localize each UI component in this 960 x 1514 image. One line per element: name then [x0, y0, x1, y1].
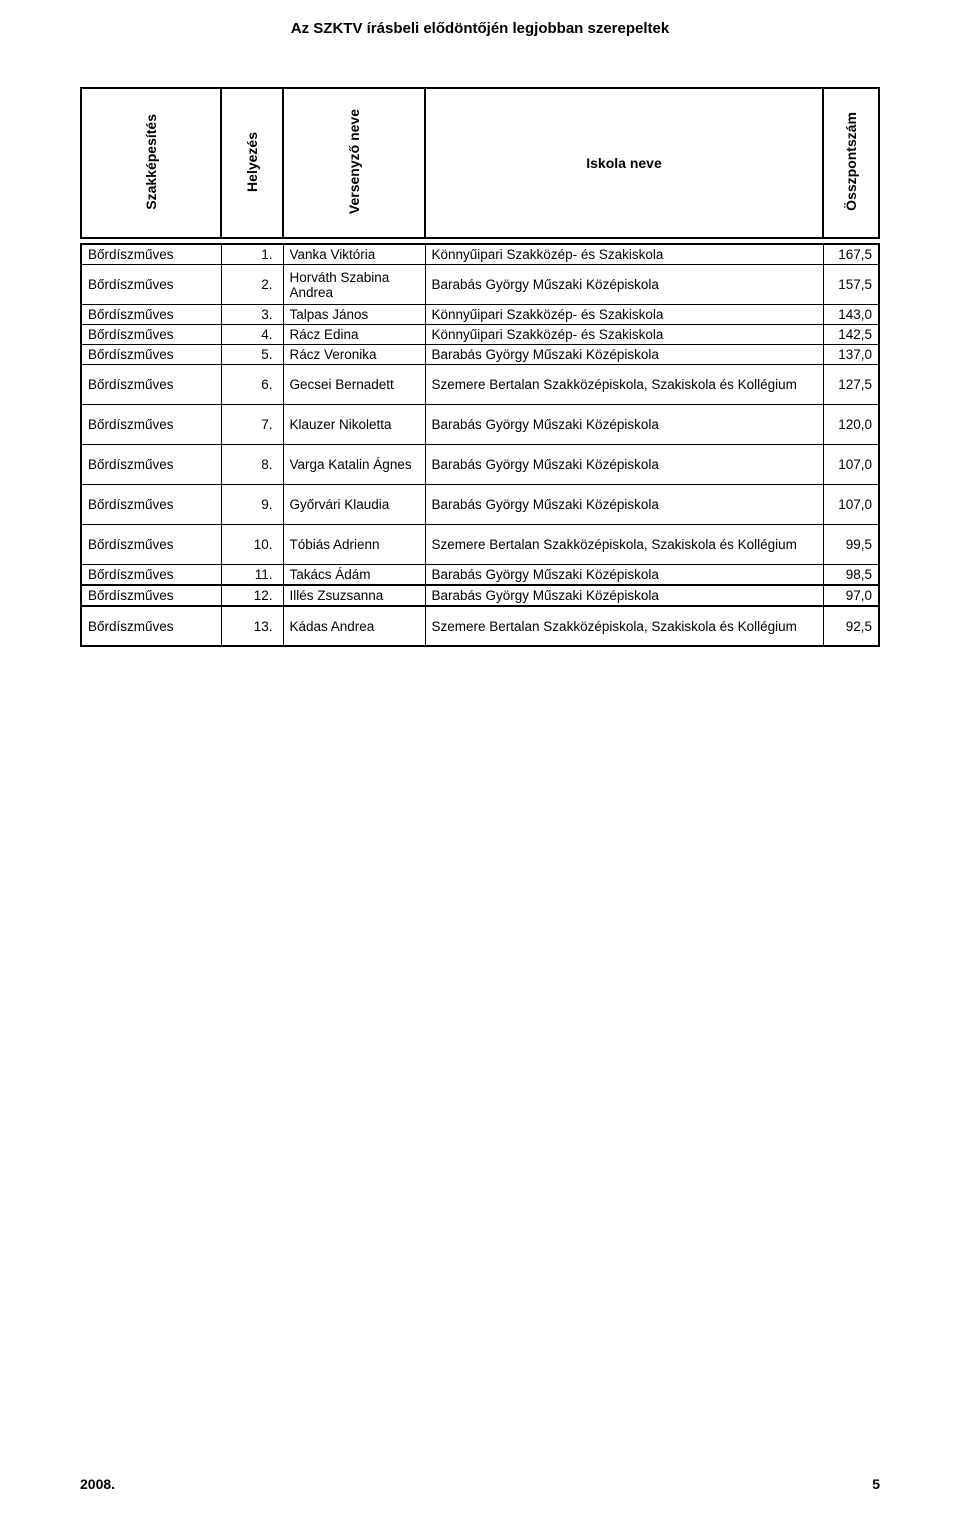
- cell-hely: 9.: [221, 485, 283, 525]
- cell-iskola: Könnyűipari Szakközép- és Szakiskola: [425, 305, 823, 325]
- table-row: Bőrdíszműves2.Horváth Szabina AndreaBara…: [81, 265, 879, 305]
- cell-versenyzo: Takács Ádám: [283, 565, 425, 586]
- cell-szak: Bőrdíszműves: [81, 305, 221, 325]
- cell-pont: 137,0: [823, 345, 879, 365]
- cell-hely: 10.: [221, 525, 283, 565]
- cell-iskola: Könnyűipari Szakközép- és Szakiskola: [425, 325, 823, 345]
- cell-szak: Bőrdíszműves: [81, 585, 221, 606]
- cell-iskola: Szemere Bertalan Szakközépiskola, Szakis…: [425, 606, 823, 646]
- table-row: Bőrdíszműves4.Rácz EdinaKönnyűipari Szak…: [81, 325, 879, 345]
- cell-hely: 1.: [221, 244, 283, 265]
- cell-pont: 157,5: [823, 265, 879, 305]
- footer-page: 5: [872, 1476, 880, 1492]
- table-header: Szakképesítés Helyezés Versenyző neve Is…: [80, 87, 880, 239]
- cell-szak: Bőrdíszműves: [81, 445, 221, 485]
- cell-iskola: Barabás György Műszaki Középiskola: [425, 345, 823, 365]
- cell-pont: 143,0: [823, 305, 879, 325]
- cell-hely: 6.: [221, 365, 283, 405]
- cell-pont: 98,5: [823, 565, 879, 586]
- col-header-iskola: Iskola neve: [425, 88, 823, 238]
- cell-pont: 167,5: [823, 244, 879, 265]
- cell-iskola: Barabás György Műszaki Középiskola: [425, 405, 823, 445]
- page-title: Az SZKTV írásbeli elődöntőjén legjobban …: [80, 20, 880, 37]
- cell-hely: 11.: [221, 565, 283, 586]
- cell-pont: 120,0: [823, 405, 879, 445]
- cell-iskola: Könnyűipari Szakközép- és Szakiskola: [425, 244, 823, 265]
- cell-hely: 8.: [221, 445, 283, 485]
- cell-versenyzo: Gecsei Bernadett: [283, 365, 425, 405]
- cell-versenyzo: Varga Katalin Ágnes: [283, 445, 425, 485]
- cell-hely: 3.: [221, 305, 283, 325]
- table-row: Bőrdíszműves1.Vanka ViktóriaKönnyűipari …: [81, 244, 879, 265]
- col-header-iskola-label: Iskola neve: [586, 155, 662, 171]
- col-header-pont-label: Összpontszám: [843, 112, 859, 211]
- cell-iskola: Barabás György Műszaki Középiskola: [425, 445, 823, 485]
- cell-iskola: Barabás György Műszaki Középiskola: [425, 585, 823, 606]
- cell-szak: Bőrdíszműves: [81, 565, 221, 586]
- cell-szak: Bőrdíszműves: [81, 244, 221, 265]
- table-row: Bőrdíszműves13.Kádas AndreaSzemere Berta…: [81, 606, 879, 646]
- cell-iskola: Barabás György Műszaki Középiskola: [425, 485, 823, 525]
- table-row: Bőrdíszműves3.Talpas JánosKönnyűipari Sz…: [81, 305, 879, 325]
- table-row: Bőrdíszműves12.Illés ZsuzsannaBarabás Gy…: [81, 585, 879, 606]
- cell-szak: Bőrdíszműves: [81, 525, 221, 565]
- cell-hely: 13.: [221, 606, 283, 646]
- cell-pont: 127,5: [823, 365, 879, 405]
- cell-versenyzo: Klauzer Nikoletta: [283, 405, 425, 445]
- cell-hely: 7.: [221, 405, 283, 445]
- cell-pont: 97,0: [823, 585, 879, 606]
- cell-versenyzo: Kádas Andrea: [283, 606, 425, 646]
- cell-versenyzo: Illés Zsuzsanna: [283, 585, 425, 606]
- cell-iskola: Szemere Bertalan Szakközépiskola, Szakis…: [425, 365, 823, 405]
- cell-szak: Bőrdíszműves: [81, 265, 221, 305]
- table-row: Bőrdíszműves11.Takács ÁdámBarabás György…: [81, 565, 879, 586]
- footer-year: 2008.: [80, 1476, 115, 1492]
- data-table: Bőrdíszműves1.Vanka ViktóriaKönnyűipari …: [80, 243, 880, 647]
- cell-szak: Bőrdíszműves: [81, 365, 221, 405]
- page: Az SZKTV írásbeli elődöntőjén legjobban …: [0, 0, 960, 1514]
- table-row: Bőrdíszműves5.Rácz VeronikaBarabás Györg…: [81, 345, 879, 365]
- table-row: Bőrdíszműves6.Gecsei BernadettSzemere Be…: [81, 365, 879, 405]
- cell-pont: 92,5: [823, 606, 879, 646]
- cell-pont: 107,0: [823, 485, 879, 525]
- cell-hely: 12.: [221, 585, 283, 606]
- cell-pont: 99,5: [823, 525, 879, 565]
- cell-versenyzo: Győrvári Klaudia: [283, 485, 425, 525]
- col-header-versenyzo: Versenyző neve: [283, 88, 425, 238]
- cell-versenyzo: Rácz Veronika: [283, 345, 425, 365]
- cell-hely: 2.: [221, 265, 283, 305]
- cell-szak: Bőrdíszműves: [81, 405, 221, 445]
- table-row: Bőrdíszműves9.Győrvári KlaudiaBarabás Gy…: [81, 485, 879, 525]
- cell-versenyzo: Rácz Edina: [283, 325, 425, 345]
- col-header-pont: Összpontszám: [823, 88, 879, 238]
- col-header-szak: Szakképesítés: [81, 88, 221, 238]
- page-footer: 2008. 5: [80, 1476, 880, 1492]
- cell-iskola: Barabás György Műszaki Középiskola: [425, 565, 823, 586]
- cell-hely: 5.: [221, 345, 283, 365]
- table-row: Bőrdíszműves10.Tóbiás AdriennSzemere Ber…: [81, 525, 879, 565]
- cell-hely: 4.: [221, 325, 283, 345]
- cell-versenyzo: Tóbiás Adrienn: [283, 525, 425, 565]
- col-header-versenyzo-label: Versenyző neve: [346, 109, 362, 214]
- col-header-szak-label: Szakképesítés: [143, 114, 159, 210]
- col-header-hely: Helyezés: [221, 88, 283, 238]
- table-row: Bőrdíszműves8.Varga Katalin ÁgnesBarabás…: [81, 445, 879, 485]
- cell-iskola: Barabás György Műszaki Középiskola: [425, 265, 823, 305]
- cell-versenyzo: Horváth Szabina Andrea: [283, 265, 425, 305]
- cell-iskola: Szemere Bertalan Szakközépiskola, Szakis…: [425, 525, 823, 565]
- cell-szak: Bőrdíszműves: [81, 345, 221, 365]
- cell-versenyzo: Talpas János: [283, 305, 425, 325]
- cell-szak: Bőrdíszműves: [81, 485, 221, 525]
- table-row: Bőrdíszműves7.Klauzer NikolettaBarabás G…: [81, 405, 879, 445]
- cell-versenyzo: Vanka Viktória: [283, 244, 425, 265]
- cell-szak: Bőrdíszműves: [81, 606, 221, 646]
- cell-pont: 142,5: [823, 325, 879, 345]
- cell-pont: 107,0: [823, 445, 879, 485]
- col-header-hely-label: Helyezés: [244, 132, 260, 192]
- cell-szak: Bőrdíszműves: [81, 325, 221, 345]
